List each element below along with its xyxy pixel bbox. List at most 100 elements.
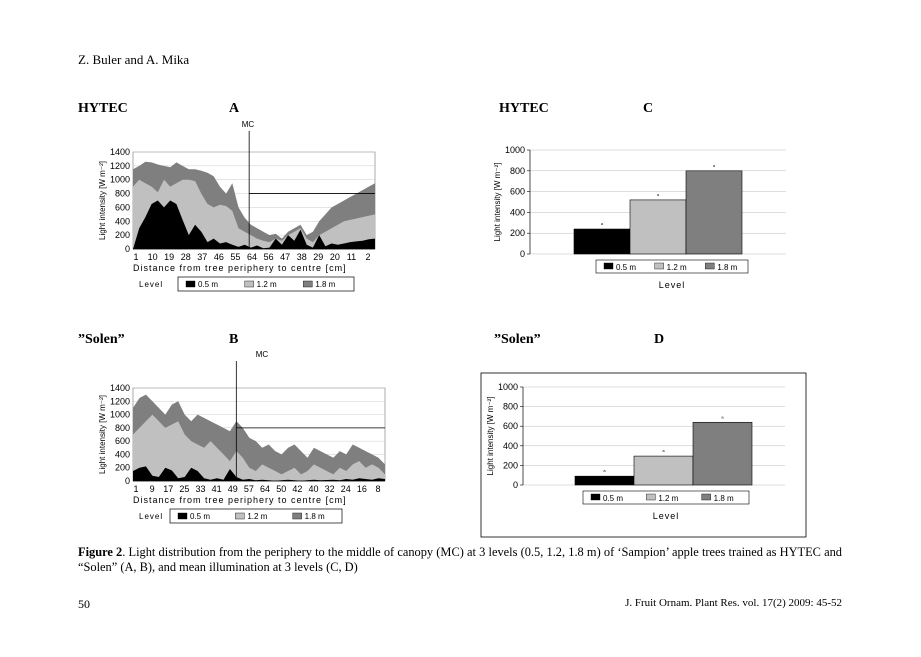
x-axis-label: Distance from tree periphery to centre [… [133,263,347,273]
x-tick-label: 2 [365,252,370,262]
chart-c: 1000 800 600 400 200 0 a a a Light intensity [W m… [493,145,786,290]
x-axis-label: Level [653,511,680,521]
y-tick-label: 400 [115,449,130,459]
area-series-12m [133,414,385,481]
bar-significance-mark: a [713,163,716,168]
figure-caption: Figure 2. Light distribution from the pe… [78,545,842,575]
y-tick-label: 800 [510,166,525,176]
x-tick-label: 42 [292,484,302,494]
x-tick-label: 64 [260,484,270,494]
x-axis-label: Distance from tree periphery to centre [… [133,495,347,505]
y-axis-label: Light intensity [W m⁻²] [486,397,495,476]
y-tick-label: 1200 [110,396,130,406]
legend-label: 1.2 m [257,280,277,289]
figure-caption-text: . Light distribution from the periphery … [78,545,842,574]
legend-swatch [292,512,302,520]
x-tick-label: 25 [179,484,189,494]
area-series-05m [133,466,385,481]
y-tick-label: 600 [503,421,518,431]
legend-label: 1.8 m [717,263,737,272]
legend-swatch [701,493,711,501]
x-tick-label: 17 [163,484,173,494]
y-axis-label: Light intensity [W m⁻²] [98,161,107,240]
legend-swatch [303,280,313,288]
y-tick-label: 1000 [505,145,525,155]
legend-label: 1.2 m [658,494,678,503]
legend-title: Level [139,280,163,289]
x-tick-label: 1 [133,484,138,494]
y-axis-label: Light intensity [W m⁻²] [493,163,502,242]
x-tick-label: 29 [313,252,323,262]
panel-c-system-label: HYTEC [499,101,549,116]
y-tick-label: 1400 [110,147,130,157]
bar-18m [692,421,753,486]
x-tick-label: 56 [264,252,274,262]
x-tick-label: 37 [197,252,207,262]
bar-05m [574,475,635,486]
y-tick-label: 400 [115,216,130,226]
area-series-05m [133,200,375,249]
y-tick-label: 1000 [498,382,518,392]
panel-d-letter: D [654,332,665,347]
y-tick-label: 0 [125,476,130,486]
running-header-authors: Z. Buler and A. Mika [78,52,190,67]
mc-label: MC [256,350,269,359]
legend-label: 0.5 m [616,263,636,272]
y-tick-label: 0 [125,244,130,254]
legend-label: 1.8 m [315,280,335,289]
page-number: 50 [78,597,90,611]
legend-label: 0.5 m [198,280,218,289]
y-tick-label: 600 [115,436,130,446]
legend-swatch [705,262,715,270]
x-axis-label: Level [659,280,686,290]
x-tick-label: 55 [230,252,240,262]
y-axis-label: Light intensity [W m⁻²] [98,395,107,474]
bar-12m [629,199,687,255]
y-tick-label: 600 [510,187,525,197]
legend-box [177,276,355,292]
y-tick-label: 800 [115,423,130,433]
x-tick-label: 20 [330,252,340,262]
y-tick-label: 1000 [110,175,130,185]
y-tick-label: 200 [115,463,130,473]
panel-a-letter: A [229,101,240,116]
legend-swatch [654,262,664,270]
legend-swatch [603,262,614,270]
legend-label: 1.8 m [305,512,325,521]
y-tick-label: 1000 [110,410,130,420]
y-tick-label: 0 [513,480,518,490]
x-tick-label: 8 [375,484,380,494]
bar-18m [685,170,743,255]
y-tick-label: 1200 [110,161,130,171]
panel-b-letter: B [229,332,239,347]
chart-frame [480,372,807,538]
x-tick-label: 19 [164,252,174,262]
y-tick-label: 200 [115,230,130,240]
legend-swatch [177,512,188,520]
y-tick-label: 200 [510,228,525,238]
x-tick-label: 1 [133,252,138,262]
legend-swatch [590,493,601,501]
bar-05m [573,228,631,255]
figure-caption-label: Figure 2 [78,545,123,559]
panel-b-system-label: ”Solen” [78,332,125,347]
x-tick-label: 16 [357,484,367,494]
bar-significance-mark: a [662,448,665,453]
legend-label: 0.5 m [603,494,623,503]
panel-c-letter: C [643,101,654,116]
x-tick-label: 38 [297,252,307,262]
x-tick-label: 10 [148,252,158,262]
legend-swatch [235,512,245,520]
x-tick-label: 50 [276,484,286,494]
bar-significance-mark: a [721,414,724,419]
y-tick-label: 1400 [110,383,130,393]
x-tick-label: 32 [325,484,335,494]
x-tick-label: 46 [214,252,224,262]
x-tick-label: 33 [196,484,206,494]
y-tick-label: 600 [115,202,130,212]
bar-12m [633,455,694,486]
mc-label: MC [242,120,255,129]
legend-title: Level [139,512,163,521]
y-tick-label: 400 [510,207,525,217]
x-tick-label: 64 [247,252,257,262]
